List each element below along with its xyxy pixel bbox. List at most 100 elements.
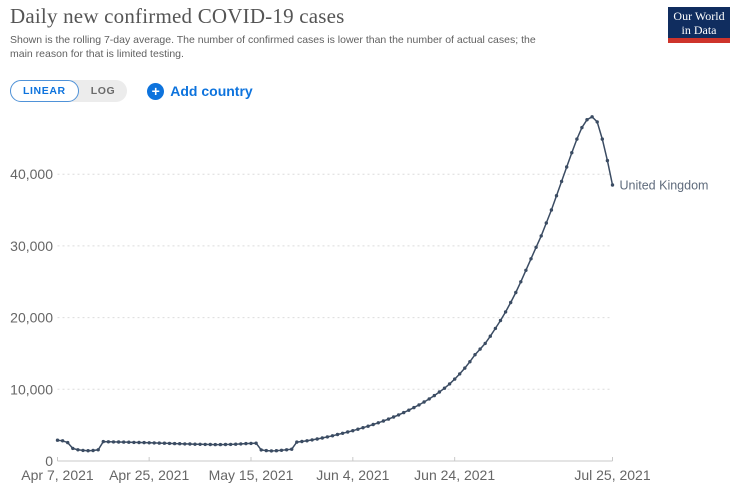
x-axis-tick-label: Apr 7, 2021 [21, 467, 94, 483]
data-point-marker [86, 449, 90, 453]
data-point-marker [122, 440, 126, 444]
data-point-marker [264, 448, 268, 453]
data-point-marker [453, 377, 457, 381]
data-point-marker [325, 435, 330, 439]
data-point-marker [590, 115, 594, 119]
data-point-marker [330, 434, 335, 438]
data-point-marker [178, 442, 182, 446]
subtitle-line-1: Shown is the rolling 7-day average. The … [10, 34, 536, 46]
owid-logo-line-1: Our World [673, 9, 725, 23]
data-point-marker [549, 208, 554, 212]
data-point-marker [142, 440, 146, 445]
data-point-marker [249, 441, 253, 446]
data-point-marker [427, 397, 431, 401]
x-axis-tick-label: May 15, 2021 [209, 467, 294, 483]
data-point-marker [234, 442, 238, 446]
data-point-marker [442, 386, 447, 390]
log-scale-button[interactable]: LOG [79, 80, 128, 102]
data-point-marker [529, 257, 533, 261]
data-point-marker [152, 441, 156, 445]
data-point-marker [183, 442, 187, 446]
data-point-marker [463, 366, 467, 370]
data-point-marker [290, 447, 294, 451]
x-axis-tick-label: Jun 4, 2021 [316, 467, 389, 483]
data-point-marker [514, 290, 518, 295]
data-point-marker [81, 448, 85, 453]
data-point-marker [396, 413, 401, 417]
data-point-marker [300, 439, 304, 444]
data-point-marker [554, 194, 559, 198]
data-point-marker [610, 183, 615, 187]
data-point-marker [534, 245, 538, 249]
series-end-label: United Kingdom [620, 179, 709, 193]
data-point-marker [570, 151, 574, 155]
data-point-marker [55, 438, 60, 442]
x-axis-tick-label: Apr 25, 2021 [109, 467, 189, 483]
subtitle-line-2: main reason for that is limited testing. [10, 47, 184, 60]
data-point-marker [157, 441, 161, 445]
data-point-marker [223, 442, 228, 447]
data-point-marker [244, 441, 248, 446]
data-point-marker [432, 393, 436, 398]
data-point-marker [188, 442, 192, 446]
data-point-marker [391, 415, 396, 419]
data-point-marker [335, 432, 340, 437]
data-line-united-kingdom [57, 115, 614, 452]
page-title: Daily new confirmed COVID-19 cases [10, 4, 345, 28]
data-point-marker [162, 441, 167, 445]
data-point-marker [575, 137, 579, 141]
data-point-marker [580, 125, 584, 130]
data-point-marker [198, 442, 202, 446]
data-point-marker [218, 442, 223, 447]
data-point-marker [559, 179, 564, 184]
owid-logo[interactable]: Our World in Data [668, 7, 730, 43]
chart-header: Daily new confirmed COVID-19 cases Shown… [10, 4, 536, 61]
data-point-marker [595, 120, 599, 124]
data-point-marker [66, 440, 70, 445]
data-point-marker [519, 280, 523, 284]
data-point-marker [167, 441, 172, 446]
data-point-marker [503, 310, 508, 314]
data-point-marker [111, 440, 116, 444]
data-point-marker [600, 137, 604, 141]
data-point-marker [137, 440, 141, 445]
data-point-marker [279, 448, 284, 452]
linear-scale-button[interactable]: LINEAR [10, 80, 79, 102]
data-point-marker [147, 441, 151, 445]
add-country-button[interactable]: + Add country [147, 82, 253, 100]
data-point-marker [203, 442, 207, 447]
data-point-marker [310, 438, 314, 442]
data-point-marker [96, 448, 100, 452]
x-axis-tick-label: Jun 24, 2021 [414, 467, 495, 483]
data-point-marker [585, 118, 589, 122]
data-point-marker [483, 341, 487, 346]
data-point-marker [509, 300, 513, 305]
data-point-marker [305, 439, 309, 443]
add-country-label: Add country [170, 83, 253, 99]
data-point-marker [320, 436, 324, 440]
data-point-marker [60, 439, 65, 443]
data-point-marker [193, 442, 197, 446]
data-point-marker [498, 318, 503, 323]
data-point-marker [295, 440, 299, 444]
y-axis-tick-label: 20,000 [10, 310, 53, 326]
data-point-marker [361, 426, 365, 430]
data-point-marker [101, 439, 106, 444]
data-point-marker [565, 165, 569, 169]
data-point-marker [422, 400, 426, 404]
y-axis-tick-label: 10,000 [10, 381, 53, 397]
y-axis-tick-label: 0 [45, 453, 53, 469]
data-point-marker [91, 448, 95, 453]
data-point-marker [366, 424, 370, 428]
data-point-marker [381, 419, 386, 423]
data-point-marker [473, 353, 477, 357]
data-point-marker [417, 403, 421, 407]
data-point-marker [493, 326, 498, 331]
data-point-marker [402, 410, 406, 415]
data-point-marker [274, 449, 279, 453]
y-axis-tick-label: 30,000 [10, 238, 53, 254]
data-point-marker [239, 442, 243, 446]
data-point-marker [127, 440, 131, 444]
